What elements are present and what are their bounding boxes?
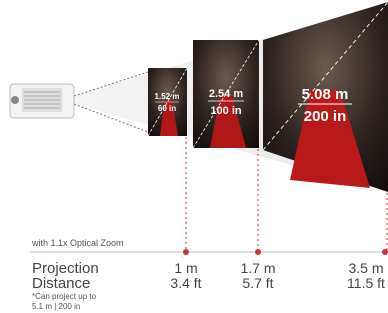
- screen-width: 5.08 m: [302, 86, 349, 103]
- marker: [382, 249, 388, 255]
- screen-width: 1.52 m: [155, 92, 180, 101]
- footnote: *Can project up to: [32, 292, 97, 301]
- screen-width: 2.54 m: [209, 88, 243, 100]
- footnote: 5.1 m | 200 in: [32, 302, 80, 311]
- zoom-note: with 1.1x Optical Zoom: [31, 238, 124, 248]
- distance-metric: 3.5 m: [348, 260, 383, 276]
- distance-metric: 1.7 m: [240, 260, 275, 276]
- distance-imperial: 11.5 ft: [347, 275, 385, 291]
- marker: [183, 249, 189, 255]
- distance-metric: 1 m: [174, 260, 197, 276]
- distance-imperial: 3.4 ft: [170, 275, 201, 291]
- screen-diagonal: 200 in: [304, 108, 347, 125]
- projector: [10, 84, 74, 118]
- screen-diagonal: 60 in: [158, 104, 176, 113]
- distance-label: Distance: [32, 275, 90, 292]
- marker: [255, 249, 261, 255]
- distance-imperial: 5.7 ft: [242, 275, 273, 291]
- projection-diagram: 1.52 m 60 in 2.54 m 100 in 5.08 m 200 in…: [0, 0, 388, 313]
- screen-diagonal: 100 in: [210, 105, 241, 117]
